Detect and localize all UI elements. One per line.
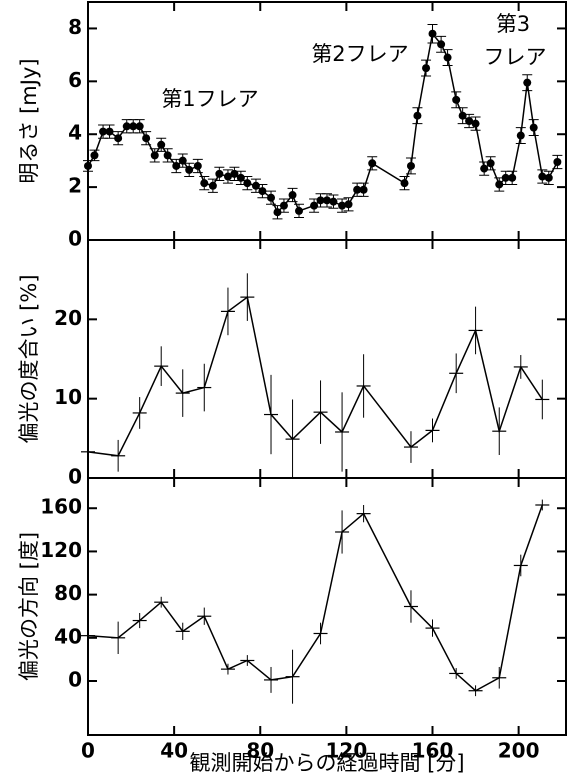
x-tick-label: 0 — [81, 739, 95, 763]
data-point — [480, 164, 489, 173]
data-point — [465, 117, 474, 125]
data-point — [172, 161, 181, 170]
y-tick-label: 4 — [68, 121, 82, 145]
data-point — [344, 200, 353, 209]
data-point — [114, 134, 123, 143]
data-point — [150, 151, 159, 160]
data-point — [523, 78, 532, 87]
data-point — [359, 185, 368, 194]
data-point — [258, 187, 267, 196]
data-line — [87, 504, 544, 692]
data-point — [200, 179, 209, 188]
data-point — [329, 197, 338, 206]
data-point — [295, 206, 304, 215]
data-point — [495, 180, 504, 189]
data-point — [230, 169, 239, 178]
x-tick-label: 200 — [498, 739, 540, 763]
y-axis-label: 偏光の方向 [度] — [17, 532, 41, 681]
annotation: 第1フレア — [161, 87, 258, 111]
data-point — [508, 173, 517, 182]
data-point — [208, 181, 217, 190]
data-point — [142, 134, 151, 143]
data-point — [243, 179, 252, 188]
y-tick-label: 20 — [54, 306, 82, 330]
y-tick-label: 0 — [68, 465, 82, 489]
x-tick-label: 40 — [160, 739, 188, 763]
data-point — [368, 159, 377, 168]
data-point — [251, 181, 260, 190]
data-point — [413, 111, 422, 120]
data-line — [87, 295, 543, 457]
annotation: 第3 — [496, 12, 530, 36]
data-point — [406, 161, 415, 170]
data-point — [400, 179, 409, 188]
data-point — [443, 53, 452, 62]
data-point — [163, 151, 172, 160]
data-point — [310, 201, 319, 210]
x-tick-label: 80 — [246, 739, 274, 763]
data-point — [129, 122, 138, 131]
data-point — [544, 173, 553, 182]
data-point — [178, 156, 187, 165]
y-tick-label: 80 — [54, 581, 82, 605]
data-point — [267, 193, 276, 202]
data-point — [135, 122, 144, 131]
data-point — [122, 122, 131, 131]
data-point — [501, 173, 510, 182]
data-point — [428, 29, 437, 38]
data-point — [538, 172, 547, 181]
x-axis-label: 観測開始からの経過時間 [分] — [189, 751, 464, 775]
data-point — [236, 173, 245, 182]
data-point — [84, 161, 92, 170]
data-point — [516, 131, 525, 140]
data-point — [99, 127, 108, 136]
data-point — [90, 151, 99, 160]
data-point — [553, 157, 562, 166]
y-axis-label: 明るさ [mJy] — [17, 58, 41, 183]
data-point — [273, 208, 282, 217]
data-point — [105, 127, 114, 136]
data-point — [471, 119, 480, 128]
data-point — [193, 161, 202, 170]
y-tick-label: 0 — [68, 227, 82, 251]
annotation: 第2フレア — [311, 42, 408, 66]
data-point — [323, 196, 331, 205]
annotation: フレア — [484, 45, 547, 69]
y-tick-label: 6 — [68, 68, 82, 92]
y-tick-label: 40 — [54, 624, 82, 648]
data-point — [529, 123, 538, 132]
y-tick-label: 2 — [68, 174, 82, 198]
y-tick-label: 160 — [40, 495, 82, 519]
plot-frame — [87, 477, 567, 736]
data-point — [288, 191, 297, 200]
y-axis-label: 偏光の度合い [%] — [17, 274, 41, 443]
data-point — [458, 111, 467, 120]
plot-frame — [87, 239, 567, 479]
data-point — [215, 169, 224, 178]
data-point — [437, 40, 446, 49]
x-tick-label: 120 — [326, 739, 368, 763]
data-point — [452, 95, 461, 104]
data-point — [157, 140, 166, 149]
data-point — [338, 201, 347, 210]
data-point — [279, 201, 288, 210]
y-tick-label: 8 — [68, 15, 82, 39]
data-point — [486, 159, 495, 168]
y-tick-label: 0 — [68, 668, 82, 692]
x-tick-label: 160 — [412, 739, 454, 763]
y-tick-label: 10 — [54, 385, 82, 409]
data-point — [185, 165, 194, 174]
data-point — [223, 172, 232, 181]
data-point — [422, 64, 431, 73]
data-point — [353, 185, 362, 194]
data-point — [316, 196, 325, 205]
y-tick-label: 120 — [40, 538, 82, 562]
